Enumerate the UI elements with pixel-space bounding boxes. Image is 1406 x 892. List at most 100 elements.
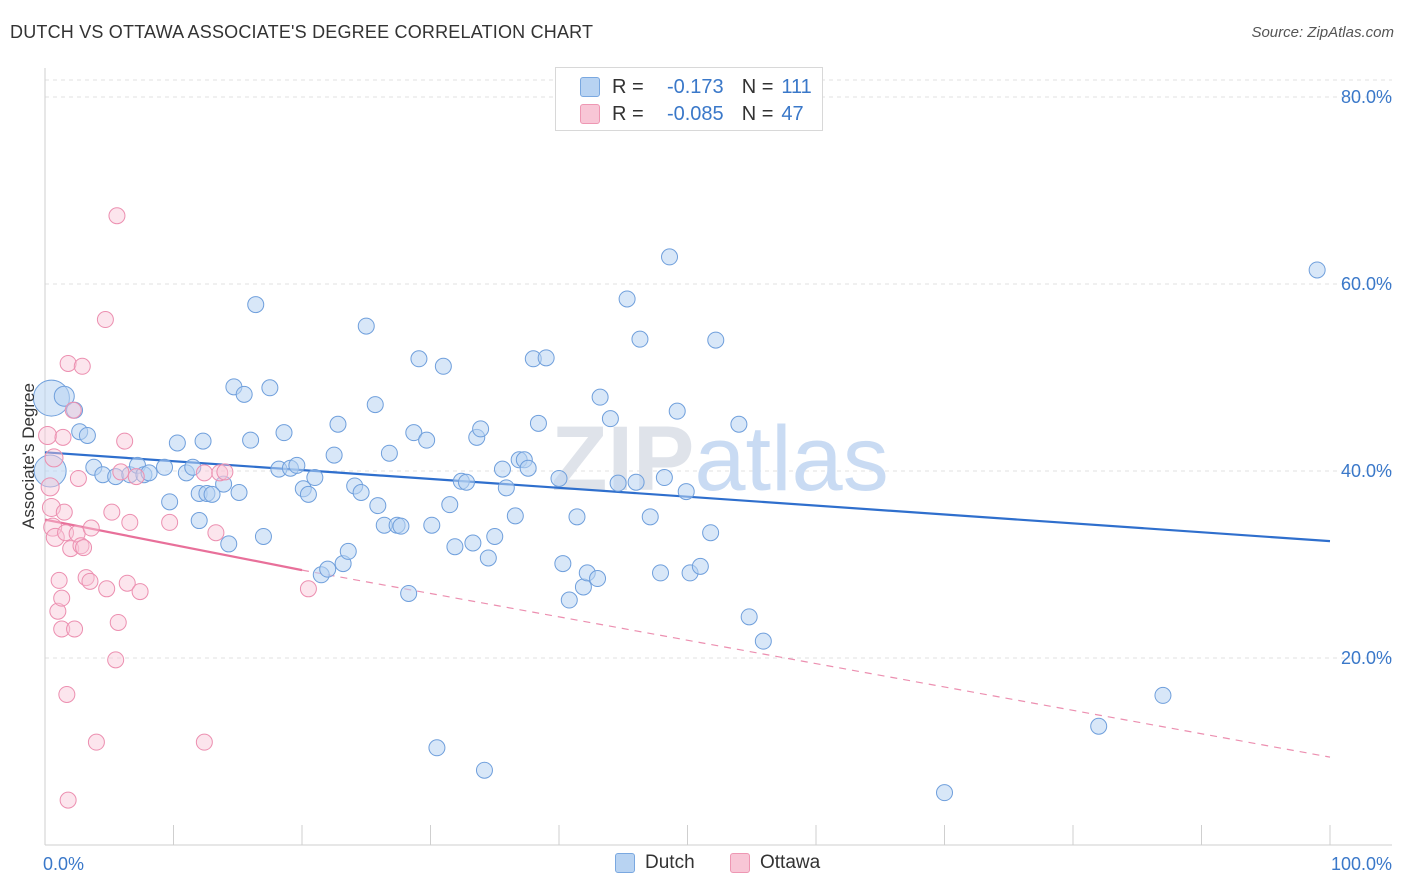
dutch-point	[190, 512, 208, 530]
dutch-point	[574, 578, 592, 596]
ottawa-point	[55, 503, 73, 521]
dutch-point	[631, 330, 649, 348]
n-label: N =	[741, 102, 774, 125]
dutch-point	[475, 761, 493, 779]
dutch-swatch-icon	[615, 853, 635, 873]
dutch-point	[400, 584, 418, 602]
ottawa-point	[73, 357, 91, 375]
ottawa-point	[38, 425, 58, 445]
dutch-point	[655, 469, 673, 487]
dutch-point	[325, 446, 343, 464]
dutch-point	[618, 290, 636, 308]
dutch-point	[78, 426, 96, 444]
ottawa-point	[69, 469, 87, 487]
dutch-point	[446, 538, 464, 556]
ottawa-point	[118, 574, 136, 592]
dutch-point	[506, 507, 524, 525]
ottawa-point	[87, 733, 105, 751]
dutch-point	[156, 458, 174, 476]
dutch-point	[627, 473, 645, 491]
ottawa-point	[49, 602, 67, 620]
dutch-point	[560, 591, 578, 609]
ottawa-point	[58, 685, 76, 703]
ottawa-point	[50, 571, 68, 589]
dutch-point	[609, 474, 627, 492]
dutch-point	[247, 296, 265, 314]
dutch-point	[288, 456, 306, 474]
dutch-point	[464, 534, 482, 552]
dutch-point	[319, 560, 337, 578]
dutch-point	[457, 473, 475, 491]
ottawa-point	[121, 513, 139, 531]
ottawa-trend-extension	[301, 569, 1331, 758]
dutch-point	[479, 549, 497, 567]
dutch-point	[652, 564, 670, 582]
ottawa-point	[75, 539, 93, 557]
dutch-point	[519, 459, 537, 477]
dutch-point	[434, 357, 452, 375]
dutch-point	[380, 444, 398, 462]
r-label: R =	[612, 75, 644, 98]
ottawa-point	[211, 464, 229, 482]
dutch-point	[661, 248, 679, 266]
dutch-point	[423, 516, 441, 534]
ottawa-point	[62, 540, 80, 558]
ottawa-swatch-icon	[580, 104, 600, 124]
ottawa-point	[108, 207, 126, 225]
ottawa-point	[116, 432, 134, 450]
ottawa-point	[127, 468, 145, 486]
dutch-point	[702, 524, 720, 542]
dutch-point	[405, 424, 423, 442]
dutch-point	[254, 527, 272, 545]
dutch-point	[754, 632, 772, 650]
dutch-point	[601, 410, 619, 428]
ottawa-point	[207, 524, 225, 542]
series-legend: Dutch Ottawa	[0, 852, 1406, 878]
chart-title: DUTCH VS OTTAWA ASSOCIATE'S DEGREE CORRE…	[10, 22, 594, 42]
dutch-point	[220, 535, 238, 553]
ottawa-point	[59, 354, 77, 372]
ottawa-point	[81, 572, 99, 590]
ottawa-point	[44, 448, 64, 468]
ottawa-point	[96, 311, 114, 329]
dutch-point	[242, 431, 260, 449]
dutch-point	[550, 469, 568, 487]
dutch-point	[194, 432, 212, 450]
dutch-point	[235, 385, 253, 403]
dutch-point	[472, 420, 490, 438]
ottawa-point	[82, 519, 100, 537]
dutch-point	[1154, 686, 1172, 704]
ottawa-point	[59, 791, 77, 809]
dutch-point	[53, 385, 75, 407]
dutch-point	[410, 350, 428, 368]
gridlines	[45, 79, 1392, 659]
dutch-point	[357, 317, 375, 335]
dutch-point	[936, 784, 953, 802]
x-tick-labels: 0.0% 100.0%	[43, 854, 1392, 874]
r-value: -0.173	[666, 75, 724, 98]
y-tick-labels: 20.0% 40.0% 60.0% 80.0%	[1341, 87, 1392, 668]
ottawa-point	[53, 589, 71, 607]
dutch-point	[730, 415, 748, 433]
dutch-point	[641, 508, 659, 526]
ottawa-point	[195, 464, 213, 482]
y-axis-label: Associate's Degree	[19, 383, 38, 529]
x-tick-label: 0.0%	[43, 854, 84, 874]
dutch-point	[1308, 261, 1326, 279]
ottawa-point	[107, 651, 125, 669]
dutch-point	[554, 555, 572, 573]
dutch-point	[493, 460, 511, 478]
dutch-point	[497, 479, 515, 497]
legend-row-dutch: R = -0.173 N = 111	[580, 74, 812, 100]
ottawa-point	[66, 620, 84, 638]
dutch-point	[677, 483, 695, 501]
legend-row-ottawa: R = -0.085 N = 47	[580, 101, 804, 127]
ottawa-point	[54, 428, 72, 446]
dutch-point	[1090, 717, 1108, 735]
y-tick-label: 20.0%	[1341, 648, 1392, 668]
legend-label-ottawa: Ottawa	[760, 852, 821, 873]
dutch-point	[691, 557, 709, 575]
dutch-point	[275, 424, 293, 442]
dutch-point	[161, 493, 179, 511]
ottawa-point	[216, 463, 234, 481]
